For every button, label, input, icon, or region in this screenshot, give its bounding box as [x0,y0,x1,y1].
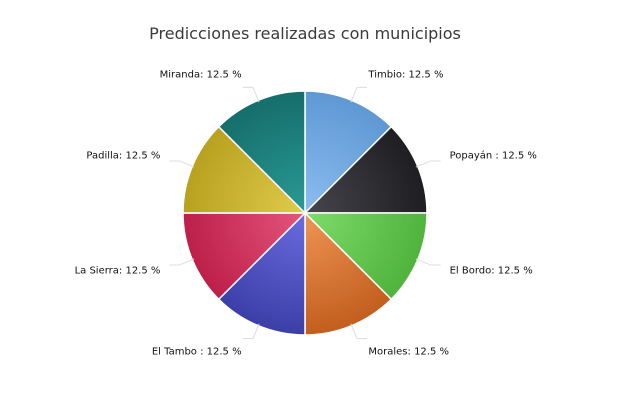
label-connector [416,259,441,265]
label-connector [169,259,194,265]
label-connector [416,161,441,167]
label-connector [351,87,367,102]
label-connector [243,87,259,102]
slice-label: Timbio: 12.5 % [367,69,443,80]
slice-label: El Bordo: 12.5 % [450,265,533,276]
slice-label: Padilla: 12.5 % [86,151,160,162]
pie-slices [183,91,427,335]
chart-title: Predicciones realizadas con municipios [149,24,461,43]
slice-label: El Tambo : 12.5 % [152,347,242,358]
label-connector [169,161,194,167]
label-connector [243,324,259,339]
slice-label: Morales: 12.5 % [368,347,449,358]
slice-label: La Sierra: 12.5 % [75,265,161,276]
slice-label: Miranda: 12.5 % [160,69,242,80]
label-connector [351,324,367,339]
slice-label: Popayán : 12.5 % [450,150,537,162]
